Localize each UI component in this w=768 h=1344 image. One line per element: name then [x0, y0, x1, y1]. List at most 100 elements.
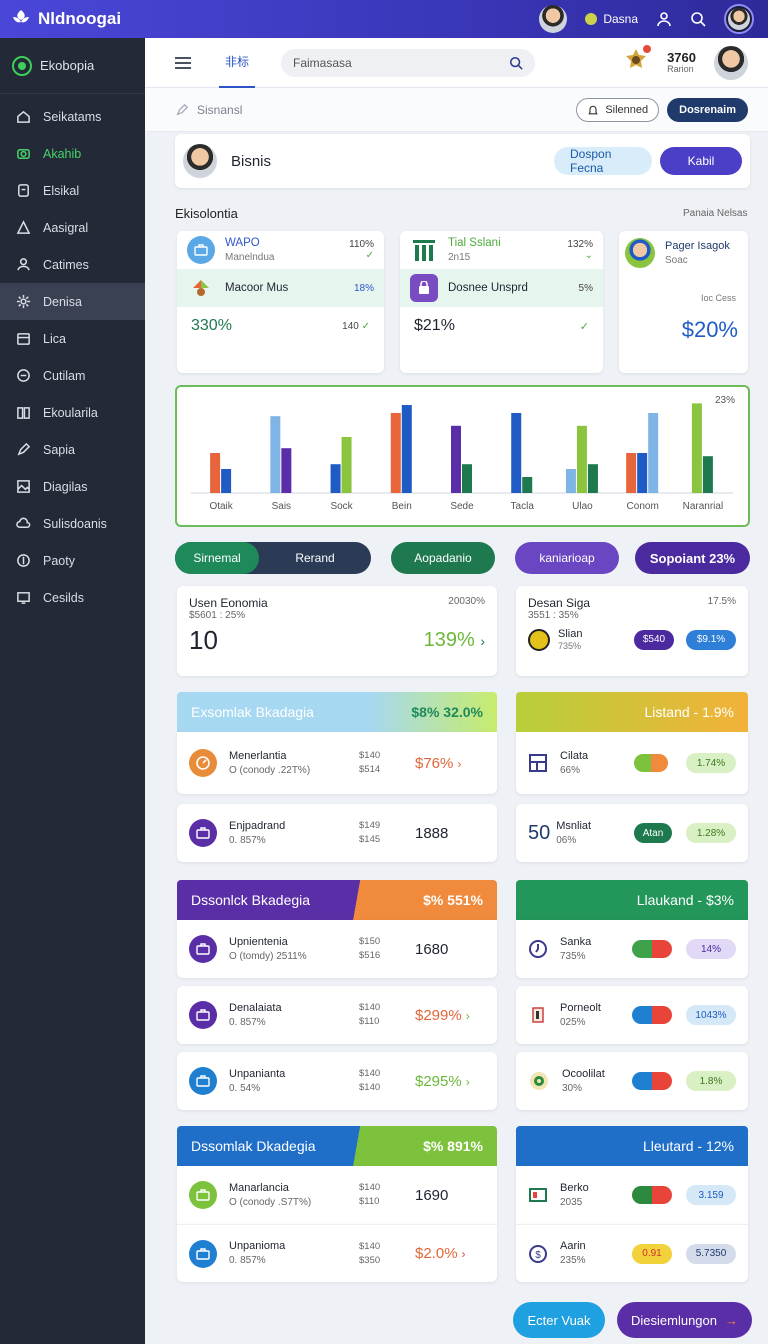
chevron-right-icon[interactable]: ›	[465, 1008, 470, 1023]
profile-avatar[interactable]	[724, 4, 754, 34]
user-icon[interactable]	[656, 11, 672, 27]
chip[interactable]: $9.1%	[686, 629, 736, 650]
chart-bar[interactable]	[691, 403, 702, 493]
sidebar-item-paoty[interactable]: Paoty	[0, 542, 145, 579]
avatar[interactable]	[539, 5, 568, 33]
chip[interactable]: 1.28%	[686, 823, 736, 843]
chart-bar[interactable]	[330, 464, 341, 493]
chart-bar[interactable]	[576, 425, 587, 493]
chart-bar[interactable]	[281, 448, 292, 493]
chart-bar[interactable]	[210, 453, 221, 493]
diesiemlungon-button[interactable]: Diesiemlungon →	[617, 1302, 752, 1338]
sidebar-item-lica[interactable]: Lica	[0, 320, 145, 357]
list-item[interactable]: $ Aarin 235% 0.91 5.7350	[516, 1224, 748, 1282]
tab-rerand[interactable]: Rerand	[295, 551, 335, 565]
sidebar-item-denisa[interactable]: Denisa	[0, 283, 145, 320]
chevron-right-icon[interactable]: ›	[461, 1247, 466, 1261]
tab-main[interactable]: 非标	[219, 38, 256, 88]
chart-bar[interactable]	[462, 464, 472, 493]
list-item[interactable]: Porneolt 025% 1043%	[516, 986, 748, 1044]
list-item[interactable]: Unpanianta 0. 54% $140 $140 $295% ›	[177, 1052, 497, 1110]
dosrenaim-button[interactable]: Dosrenaim	[667, 97, 748, 122]
chart-bar[interactable]	[702, 456, 713, 493]
notification-badge[interactable]	[623, 45, 652, 78]
kpi-card[interactable]: Tial Sslani 2n15 132% ⌄ Dosnee Unsprd 5% $…	[400, 231, 603, 373]
tab-sirnemal[interactable]: Sirnemal	[175, 542, 259, 574]
chart-bar[interactable]	[587, 464, 598, 493]
sidebar-item-cesilds[interactable]: Cesilds	[0, 579, 145, 616]
status-pill[interactable]: Atan	[634, 823, 672, 843]
chip[interactable]: 1043%	[686, 1005, 736, 1025]
image-icon	[17, 480, 30, 493]
list-item[interactable]: Upnientenia O (tomdy) 2511% $150 $516 1680	[177, 920, 497, 978]
pencil-icon[interactable]	[175, 103, 189, 117]
sidebar-item-akahib[interactable]: Akahib	[0, 135, 145, 172]
chart-bar[interactable]	[522, 477, 533, 493]
silenned-button[interactable]: Silenned	[576, 97, 660, 122]
menu-icon[interactable]	[175, 56, 191, 69]
chevron-right-icon[interactable]: ›	[480, 633, 485, 649]
chip[interactable]: $540	[634, 629, 674, 650]
chevron-right-icon[interactable]: ›	[465, 1074, 470, 1089]
list-item[interactable]: Cilata 66% 1.74%	[516, 732, 748, 794]
chart-bar[interactable]	[565, 469, 576, 493]
kpi-card[interactable]: WAPO Manelndua 110% ✓ Macoor Mus 18% 330% …	[177, 231, 384, 373]
row-title: Berko	[560, 1181, 589, 1194]
search-icon[interactable]	[690, 11, 706, 27]
sidebar-item-aasigral[interactable]: Aasigral	[0, 209, 145, 246]
chip[interactable]: 5.7350	[686, 1243, 736, 1264]
chart-bar[interactable]	[626, 453, 637, 493]
sopoiant-button[interactable]: Sopoiant 23%	[635, 542, 750, 574]
list-item[interactable]: Sanka 735% 14%	[516, 920, 748, 978]
chart-bar[interactable]	[511, 413, 522, 493]
status-indicator	[634, 754, 668, 772]
header-avatar[interactable]	[714, 45, 748, 80]
sidebar-item-catimes[interactable]: Catimes	[0, 246, 145, 283]
chart-bar[interactable]	[270, 416, 281, 493]
sidebar-item-elsikal[interactable]: Elsikal	[0, 172, 145, 209]
app-logo[interactable]: Nldnoogai	[10, 8, 121, 30]
chip[interactable]: 14%	[686, 939, 736, 959]
sidebar-item-sapia[interactable]: Sapia	[0, 431, 145, 468]
user-menu[interactable]: Dasna	[585, 12, 638, 26]
search-icon[interactable]	[509, 56, 523, 70]
sidebar-item-cutilam[interactable]: Cutilam	[0, 357, 145, 394]
list-item[interactable]: Menerlantia O (conody .22T%) $140 $514 $76…	[177, 732, 497, 794]
sidebar-brand[interactable]: Ekobopia	[0, 38, 145, 94]
search-input[interactable]: Faimasasa	[281, 48, 536, 77]
list-item[interactable]: Enjpadrand 0. 857% $149 $145 1888	[177, 804, 497, 862]
sidebar-item-sulisdoanis[interactable]: Sulisdoanis	[0, 505, 145, 542]
list-item[interactable]: Ocoolilat 30% 1.8%	[516, 1052, 748, 1110]
summary-card[interactable]: Desan Siga 17.5% 3551 : 35% Slian 735% $54…	[516, 586, 748, 676]
chip[interactable]: 1.74%	[686, 753, 736, 773]
chart-bar[interactable]	[637, 453, 648, 493]
list-item[interactable]: Berko 2035 3.159	[516, 1166, 748, 1224]
chart-bar[interactable]	[648, 413, 659, 493]
chip[interactable]: 3.159	[686, 1185, 736, 1205]
dospon-button[interactable]: Dospon Fecna	[554, 147, 652, 175]
chart-bar[interactable]	[341, 437, 352, 493]
chevron-right-icon[interactable]: ›	[457, 756, 462, 771]
aopadanio-button[interactable]: Aopadanio	[391, 542, 495, 574]
list-item[interactable]: Unpanioma 0. 857% $140 $350 $2.0% ›	[177, 1224, 497, 1282]
chart-bar[interactable]	[390, 413, 401, 493]
sidebar-item-seikatams[interactable]: Seikatams	[0, 98, 145, 135]
chip[interactable]: 1.8%	[686, 1071, 736, 1091]
list-item[interactable]: Manarlancia O (conody .S7T%) $140 $110 169…	[177, 1166, 497, 1224]
kabil-button[interactable]: Kabil	[660, 147, 742, 175]
chart-bar[interactable]	[221, 469, 232, 493]
kpi-card[interactable]: Pager Isagok Soac Ioc Cess $20%	[619, 231, 748, 373]
list-item[interactable]: Denalaiata 0. 857% $140 $110 $299% ›	[177, 986, 497, 1044]
ecter-vuak-button[interactable]: Ecter Vuak	[513, 1302, 605, 1338]
chart-bar[interactable]	[451, 425, 461, 493]
stat-value: 3760	[667, 50, 696, 65]
sidebar-item-ekoularila[interactable]: Ekoularila	[0, 394, 145, 431]
kaniarioap-button[interactable]: kaniarioap	[515, 542, 619, 574]
list-item[interactable]: 50 Msnliat 06% Atan 1.28%	[516, 804, 748, 862]
chart-bar[interactable]	[401, 405, 412, 493]
sidebar-item-diagilas[interactable]: Diagilas	[0, 468, 145, 505]
profile-avatar[interactable]	[183, 144, 217, 178]
mini-chip[interactable]: 0.91	[632, 1243, 672, 1264]
summary-card[interactable]: Usen Eonomia 20030% $5601 : 25% 10 139% ›	[177, 586, 497, 676]
segmented-toggle[interactable]: Sirnemal Rerand	[175, 542, 371, 574]
